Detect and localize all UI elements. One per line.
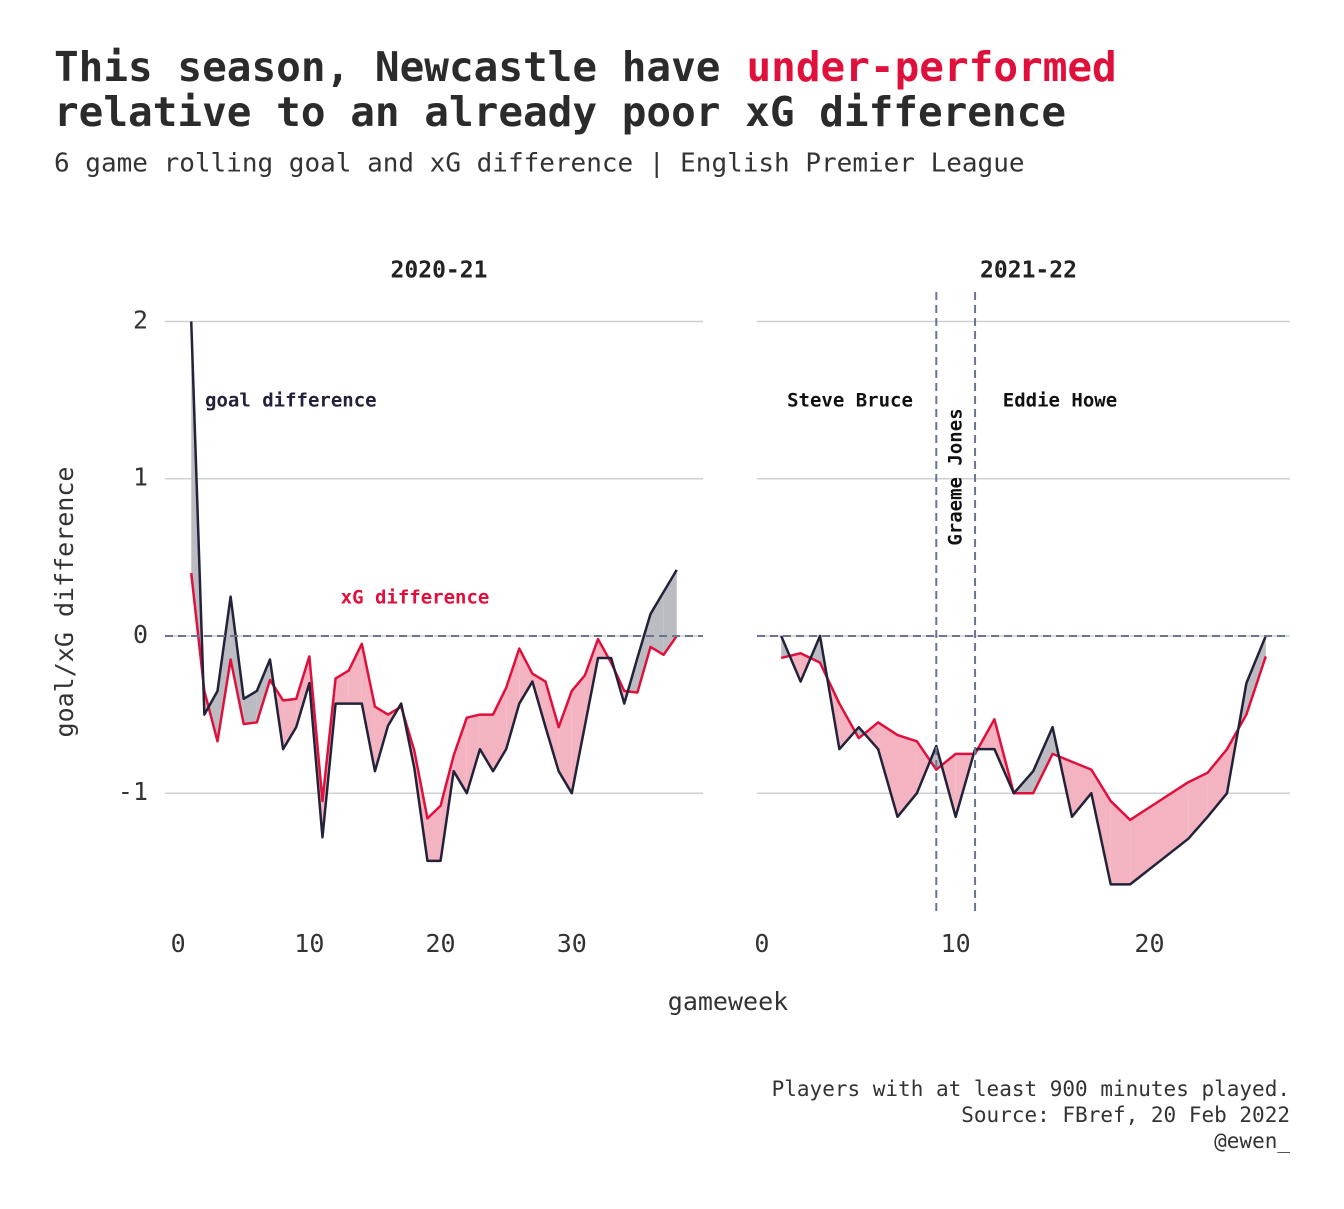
caption: Players with at least 900 minutes played…	[772, 1077, 1290, 1101]
x-tick-label: 20	[426, 929, 456, 958]
x-axis-label: gameweek	[668, 987, 788, 1016]
series-line	[190, 572, 678, 820]
difference-fill	[650, 591, 664, 655]
y-axis-label: goal/xG difference	[50, 467, 79, 738]
difference-fill	[1071, 761, 1092, 817]
difference-fill	[427, 805, 441, 861]
difference-fill	[243, 690, 257, 725]
difference-fill	[519, 648, 533, 704]
difference-fill	[506, 648, 520, 750]
difference-fill	[256, 659, 270, 723]
title-highlight: under-performed	[746, 43, 1116, 91]
difference-fill	[839, 703, 855, 750]
annotation: Steve Bruce	[787, 390, 913, 412]
panel-title: 2020-21	[391, 258, 488, 284]
x-tick-label: 20	[1134, 929, 1164, 958]
title-line-2: relative to an already poor xG differenc…	[54, 88, 1066, 136]
caption: Source: FBref, 20 Feb 2022	[961, 1103, 1290, 1127]
difference-fill	[466, 714, 480, 794]
difference-fill	[545, 681, 559, 772]
x-tick-label: 30	[557, 929, 587, 958]
y-tick-label: 0	[133, 620, 148, 649]
y-tick-label: -1	[118, 777, 148, 806]
difference-fill	[1207, 749, 1228, 817]
y-tick-label: 2	[133, 305, 148, 334]
series-label: xG difference	[341, 587, 490, 609]
difference-fill	[558, 690, 572, 794]
difference-fill	[1033, 727, 1053, 794]
difference-fill	[1130, 782, 1189, 885]
title-part: This season, Newcastle have	[54, 43, 720, 91]
difference-fill	[348, 643, 362, 704]
difference-fill	[296, 656, 310, 728]
difference-fill	[864, 722, 879, 750]
difference-fill	[335, 670, 349, 704]
difference-fill	[571, 675, 585, 794]
caption: @ewen_	[1214, 1129, 1290, 1153]
annotation: Eddie Howe	[1003, 390, 1117, 412]
panel-title: 2021-22	[980, 258, 1077, 284]
y-tick-label: 1	[133, 463, 148, 492]
difference-fill	[479, 714, 494, 772]
difference-fill	[361, 643, 375, 772]
x-tick-label: 0	[754, 929, 769, 958]
difference-fill	[217, 596, 231, 742]
difference-fill	[897, 735, 917, 817]
series-line	[189, 321, 678, 863]
x-tick-label: 10	[294, 929, 324, 958]
difference-fill	[283, 698, 297, 750]
difference-fill	[663, 569, 677, 655]
subtitle: 6 game rolling goal and xG difference | …	[54, 149, 1025, 179]
annotation: Graeme Jones	[945, 408, 967, 545]
x-tick-label: 0	[171, 929, 186, 958]
difference-fill	[637, 613, 651, 693]
title-line-1: This season, Newcastle have under-perform…	[54, 43, 1117, 91]
series-label: goal difference	[205, 390, 377, 412]
difference-fill	[916, 741, 931, 794]
series-line	[780, 634, 1267, 886]
difference-fill	[878, 722, 898, 817]
difference-fill	[1246, 635, 1266, 715]
difference-fill	[1110, 801, 1131, 885]
difference-fill	[374, 706, 389, 772]
difference-fill	[1188, 772, 1208, 839]
x-tick-label: 10	[941, 929, 971, 958]
